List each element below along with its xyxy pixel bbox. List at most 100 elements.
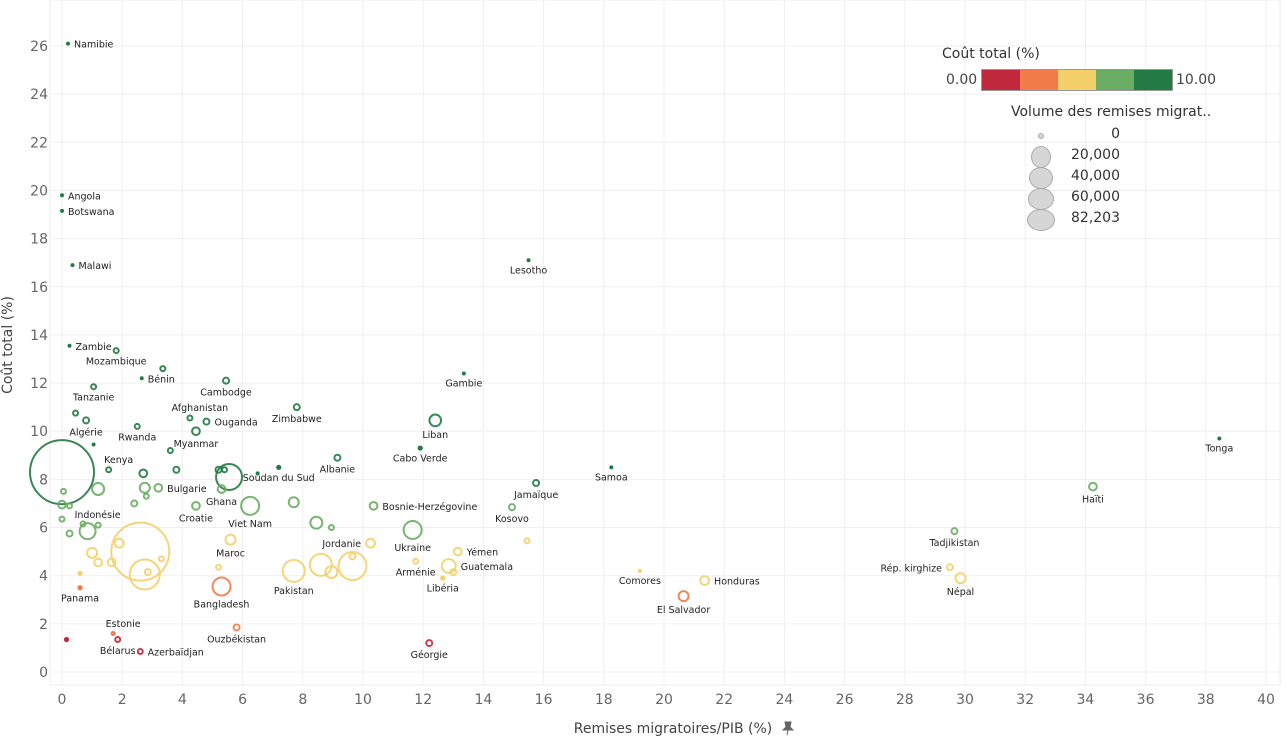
bubble-point[interactable] <box>29 439 95 506</box>
bubble-bosnie-herz-govine[interactable] <box>368 501 379 511</box>
bubble-point[interactable] <box>523 537 531 545</box>
bubble-point[interactable] <box>215 563 223 571</box>
bubble-point[interactable] <box>63 636 70 643</box>
bubble-y-men[interactable] <box>452 546 463 557</box>
bubble-b-nin[interactable] <box>139 376 144 381</box>
pin-icon[interactable] <box>781 721 795 736</box>
bubble-albanie[interactable] <box>333 453 342 462</box>
bubble-myanmar[interactable] <box>191 426 201 437</box>
bubble-point[interactable] <box>337 551 368 582</box>
bubble-point[interactable] <box>60 487 68 495</box>
bubble-malawi[interactable] <box>70 263 75 268</box>
bubble-point[interactable] <box>86 546 99 559</box>
x-tick-label: 32 <box>1016 692 1034 708</box>
bubble-alg-rie[interactable] <box>82 416 91 425</box>
bubble-cambodge[interactable] <box>222 376 231 385</box>
bubble-jama-que[interactable] <box>532 479 541 487</box>
bubble-botswana[interactable] <box>60 208 64 213</box>
bubble-point[interactable] <box>255 471 260 476</box>
bubble-point[interactable] <box>309 515 324 530</box>
bubble-honduras[interactable] <box>699 575 711 586</box>
bubble-point[interactable] <box>166 446 174 454</box>
bubble-g-orgie[interactable] <box>425 639 434 648</box>
bubble-croatie[interactable] <box>191 501 201 511</box>
bubble-point[interactable] <box>221 466 229 474</box>
bubble-lib-ria[interactable] <box>440 575 446 581</box>
bubble-point[interactable] <box>159 365 167 373</box>
bubble-estonie[interactable] <box>110 630 116 637</box>
bubble-point[interactable] <box>449 568 458 577</box>
bubble-gambie[interactable] <box>461 371 466 376</box>
bubble-kenya[interactable] <box>105 466 113 474</box>
bubble-guatemala[interactable] <box>440 558 457 574</box>
bubble-point[interactable] <box>91 442 96 447</box>
bubble-samoa[interactable] <box>609 465 614 470</box>
bubble-point[interactable] <box>106 557 117 568</box>
bubble-el-salvador[interactable] <box>677 590 690 603</box>
bubble-comores[interactable] <box>637 568 642 573</box>
bubble-point[interactable] <box>130 499 139 508</box>
x-axis-title[interactable]: Remises migratoires/PIB (%) <box>574 721 773 737</box>
bubble-lesotho[interactable] <box>526 258 531 263</box>
bubble-point[interactable] <box>77 570 83 576</box>
bubble-point[interactable] <box>93 557 103 568</box>
bubble-point[interactable] <box>110 521 171 582</box>
bubble-point[interactable] <box>66 502 74 510</box>
bubble-ouzb-kistan[interactable] <box>232 623 241 632</box>
bubble-point[interactable] <box>287 496 300 509</box>
bubble-ukraine[interactable] <box>402 519 423 540</box>
bubble-jordanie[interactable] <box>365 537 376 549</box>
bubble-point[interactable] <box>91 482 106 497</box>
bubble-point[interactable] <box>142 492 150 500</box>
bubble-ghana[interactable] <box>216 484 227 494</box>
bubble-zambie[interactable] <box>67 343 72 348</box>
bubble-bangladesh[interactable] <box>211 576 232 597</box>
bubble-point[interactable] <box>348 552 357 561</box>
bubble-rwanda[interactable] <box>133 422 141 430</box>
bubble-cabo-verde[interactable] <box>417 445 423 451</box>
bubble-n-pal[interactable] <box>954 572 967 585</box>
bubble-point[interactable] <box>113 537 125 549</box>
bubble-arm-nie[interactable] <box>412 557 420 565</box>
bubble-tadjikistan[interactable] <box>950 527 959 536</box>
bubble-point[interactable] <box>94 521 102 529</box>
bubble-mozambique[interactable] <box>112 347 120 355</box>
bubble-point[interactable] <box>143 568 152 577</box>
bubble-afghanistan[interactable] <box>186 414 194 422</box>
bubble-pakistan[interactable] <box>281 558 306 583</box>
bubble-point[interactable] <box>79 520 87 528</box>
bubble-azerba-djan[interactable] <box>136 648 144 656</box>
bubble-tonga[interactable] <box>1217 436 1222 441</box>
bubble-ha-ti[interactable] <box>1088 481 1098 492</box>
bubble-point[interactable] <box>58 515 66 523</box>
bubble-point[interactable] <box>215 462 244 491</box>
bubble-viet-nam[interactable] <box>240 495 261 516</box>
bubble-liban[interactable] <box>428 413 443 428</box>
bubble-indon-sie[interactable] <box>78 522 97 541</box>
bubble-bulgarie[interactable] <box>153 482 164 493</box>
bubble-point[interactable] <box>308 552 333 577</box>
bubble-r-p-kirghize[interactable] <box>945 563 954 572</box>
bubble-maroc[interactable] <box>224 533 237 546</box>
bubble-point[interactable] <box>157 555 165 563</box>
bubble-point[interactable] <box>65 529 74 538</box>
bubble-point[interactable] <box>128 558 161 591</box>
bubble-point[interactable] <box>138 481 151 494</box>
bubble-angola[interactable] <box>60 193 64 198</box>
bubble-panama[interactable] <box>77 585 83 591</box>
bubble-point[interactable] <box>57 499 67 510</box>
bubble-point[interactable] <box>72 409 80 417</box>
bubble-soudan-du-sud[interactable] <box>276 464 282 470</box>
bubble-zimbabwe[interactable] <box>292 403 301 412</box>
bubble-point[interactable] <box>138 468 149 479</box>
bubble-b-larus[interactable] <box>114 635 122 643</box>
bubble-ouganda[interactable] <box>202 417 211 426</box>
x-tick-label: 40 <box>1257 692 1275 708</box>
bubble-kosovo[interactable] <box>508 503 516 512</box>
bubble-point[interactable] <box>172 465 181 474</box>
bubble-namibie[interactable] <box>66 41 71 46</box>
color-legend-ramp[interactable] <box>981 69 1173 91</box>
bubble-point[interactable] <box>327 524 335 532</box>
bubble-tanzanie[interactable] <box>90 383 98 391</box>
bubble-point[interactable] <box>324 565 339 580</box>
